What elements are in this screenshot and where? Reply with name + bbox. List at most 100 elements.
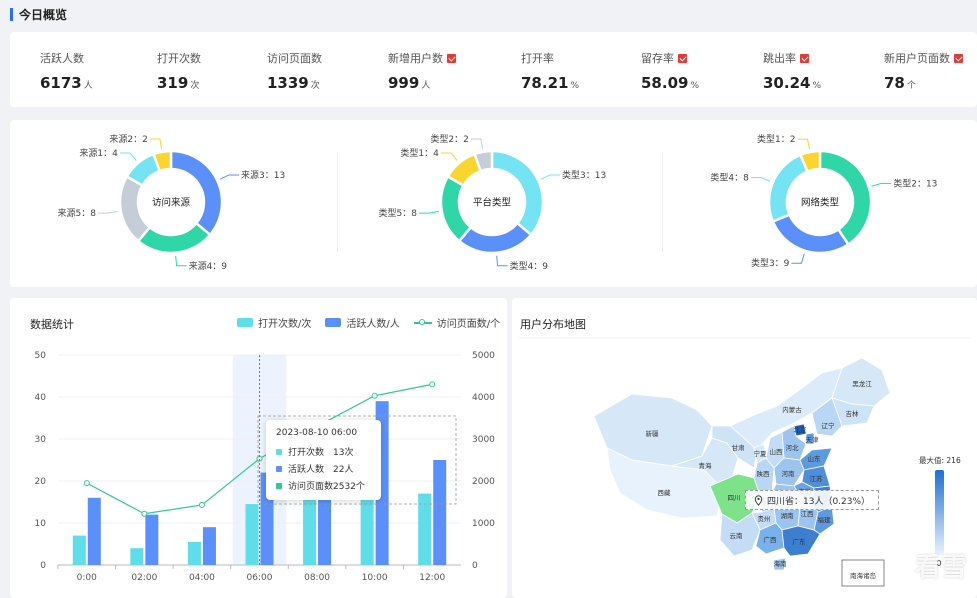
y-tick-label-right: 5000: [472, 351, 495, 361]
map-region-label: 湖南: [781, 511, 795, 520]
map-region-label: 甘肃: [732, 443, 746, 452]
map-region[interactable]: [606, 447, 723, 519]
visual-map-gradient[interactable]: [935, 470, 944, 555]
kpi-item: 新用户页面数 78 个: [884, 50, 963, 92]
donut-slice-label: 来源4：9: [189, 261, 228, 272]
tooltip-row-value: 2532个: [333, 482, 365, 492]
donut-slice[interactable]: [472, 149, 494, 173]
kpi-value: 999: [388, 74, 420, 92]
donut-chart[interactable]: 类型2：13 类型3：9 类型4：8 类型1：2 网络类型: [660, 120, 977, 287]
chart-bar[interactable]: [130, 548, 144, 565]
map-region[interactable]: [811, 397, 843, 437]
chart-bar[interactable]: [202, 527, 216, 565]
donut-leader-line: [149, 138, 163, 149]
kpi-unit: %: [570, 81, 580, 91]
donut-slice[interactable]: [771, 212, 851, 255]
y-tick-label-right: 1000: [472, 519, 495, 529]
donut-slice[interactable]: [151, 149, 173, 173]
kpi-label: 访问页面数: [267, 52, 322, 65]
kpi-item: 跳出率 30.24%: [763, 50, 821, 92]
map-region-label: 贵州: [758, 514, 771, 523]
kpi-label: 新增用户数: [388, 50, 456, 66]
location-pin-icon: [754, 494, 763, 506]
legend-swatch: [413, 318, 432, 327]
map-region-label: 四川: [728, 494, 741, 502]
stats-chart[interactable]: 0 10 20 30 40 50 0 1000 2000 3000 4000 5000 0:00 02:0…: [10, 298, 507, 598]
chart-line-point[interactable]: [198, 501, 205, 508]
map-region[interactable]: [781, 525, 821, 557]
y-tick-label-left: 30: [35, 435, 47, 445]
map-region-label: 天津: [806, 436, 820, 444]
tooltip-row-value: 22人: [333, 465, 354, 475]
map-region[interactable]: [719, 512, 761, 557]
x-tick-label: 10:00: [362, 573, 388, 583]
kpi-label: 留存率: [641, 50, 699, 66]
legend-label: 活跃人数/人: [346, 319, 400, 330]
chart-line-point[interactable]: [141, 510, 148, 517]
donut-slice-label: 类型2：2: [430, 133, 468, 145]
map-region-label: 西藏: [658, 488, 672, 497]
map-region[interactable]: [805, 432, 815, 445]
chart-bar[interactable]: [87, 497, 101, 565]
donut-slice-label: 来源1：4: [79, 148, 118, 159]
map-region-label: 黑龙江: [852, 379, 872, 388]
chart-bar[interactable]: [187, 541, 201, 565]
chart-bar[interactable]: [418, 493, 432, 565]
map-region-label: 北京: [794, 425, 808, 434]
donut-slice-label: 类型4：9: [510, 260, 549, 272]
kpi-value: 30.24: [763, 74, 811, 92]
donut-slice[interactable]: [439, 174, 473, 243]
kpi-card: 活跃人数 6173 人打开次数 319 次访问页面数 1339 次新增用户数 999 人打开率 7…: [10, 32, 977, 107]
legend-label: 打开次数/次: [258, 319, 312, 330]
y-tick-label-left: 20: [35, 477, 47, 487]
chart-line-point[interactable]: [83, 480, 90, 487]
donut-slice-label: 来源2：2: [109, 134, 147, 145]
map-region-label: 青海: [699, 461, 713, 470]
legend-item[interactable]: 打开次数/次: [237, 315, 311, 330]
map-region-label: 福建: [818, 515, 832, 524]
chart-bar[interactable]: [303, 497, 317, 565]
tooltip-row-name: 活跃人数: [288, 465, 325, 475]
donut-slice-label: 类型3：13: [562, 169, 606, 181]
donut-leader-line: [119, 152, 137, 161]
x-tick-label: 04:00: [189, 573, 215, 583]
kpi-item: 留存率 58.09%: [641, 50, 699, 92]
chart-line-point[interactable]: [429, 381, 436, 388]
map-region[interactable]: [773, 557, 787, 571]
kpi-value: 6173: [40, 74, 82, 92]
donut-leader-line: [750, 177, 771, 182]
legend-item[interactable]: 访问页面数/个: [413, 315, 500, 330]
kpi-value: 319: [157, 74, 189, 92]
donut-chart[interactable]: 来源3：13 来源4：9 来源5：8 来源1：4 来源2：2 访问来源: [11, 120, 331, 287]
chart-bar[interactable]: [360, 489, 374, 565]
y-tick-label-right: 3000: [472, 435, 495, 445]
china-map[interactable]: 新疆西藏青海甘肃内蒙古黑龙江吉林辽宁北京天津河北山西山东宁夏陕西河南江苏四川重庆…: [512, 298, 977, 598]
donut-slice[interactable]: [798, 149, 822, 174]
visual-map-min-label: 0: [937, 559, 942, 568]
tooltip-row: 打开次数 13次: [276, 445, 371, 458]
donut-chart[interactable]: 类型3：13 类型4：9 类型5：8 类型1：4 类型2：2 平台类型: [332, 120, 652, 287]
chart-bar[interactable]: [72, 535, 86, 565]
chart-bar[interactable]: [433, 460, 447, 565]
chart-bar[interactable]: [145, 514, 159, 565]
kpi-value: 58.09: [641, 74, 689, 92]
kpi-item: 访问页面数 1339 次: [267, 50, 322, 92]
flag-icon: [800, 53, 809, 63]
tooltip-row-name: 访问页面数: [288, 482, 334, 492]
chart-bar[interactable]: [245, 504, 259, 565]
map-title: 用户分布地图: [520, 318, 586, 331]
legend-item[interactable]: 活跃人数/人: [325, 315, 400, 330]
chart-line-point[interactable]: [371, 392, 378, 399]
kpi-label: 跳出率: [763, 50, 821, 66]
donut-slice-label: 类型1：2: [757, 133, 795, 145]
flag-icon: [954, 53, 963, 63]
donut-slice[interactable]: [118, 174, 152, 243]
map-region-label: 广东: [793, 537, 807, 546]
donut-slice[interactable]: [767, 153, 810, 224]
x-tick-label: 06:00: [247, 573, 273, 583]
kpi-item: 新增用户数 999 人: [388, 50, 456, 92]
south-sea-label: 南海诸岛: [850, 571, 876, 580]
donut-leader-line: [418, 210, 439, 214]
y-tick-label-right: 2000: [472, 477, 495, 487]
donut-leader-line: [791, 253, 805, 264]
